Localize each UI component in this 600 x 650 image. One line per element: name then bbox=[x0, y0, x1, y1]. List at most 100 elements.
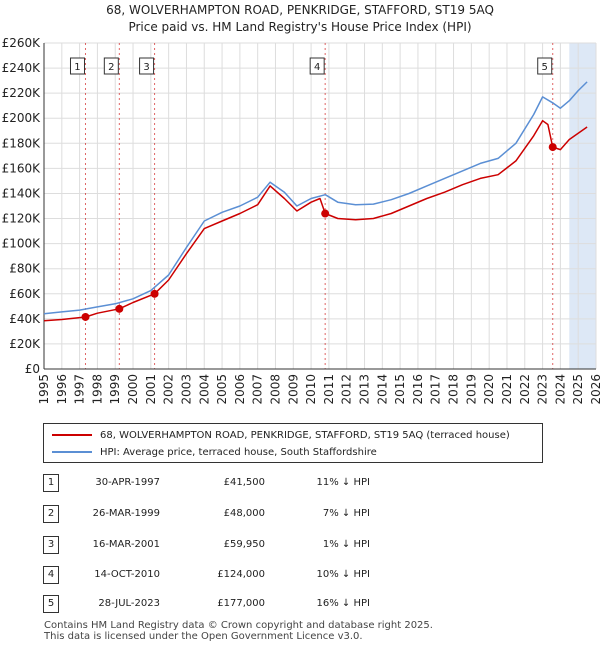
y-tick-label: £140K bbox=[2, 186, 42, 200]
y-tick-label: £120K bbox=[2, 212, 42, 226]
transaction-point bbox=[150, 289, 159, 298]
x-tick-label: 2015 bbox=[393, 374, 407, 405]
transaction-date: 16-MAR-2001 bbox=[92, 539, 160, 550]
transaction-hpi-diff: 16% ↓ HPI bbox=[316, 598, 370, 609]
x-tick-label: 1995 bbox=[37, 374, 51, 405]
x-tick-label: 2017 bbox=[429, 374, 443, 405]
x-tick-label: 2026 bbox=[589, 374, 600, 405]
transaction-label: 5 bbox=[542, 62, 548, 73]
table-row: 4 14-OCT-2010 £124,000 10% ↓ HPI bbox=[0, 565, 600, 585]
x-tick-label: 2007 bbox=[251, 374, 265, 405]
x-tick-label: 2021 bbox=[500, 374, 514, 405]
x-tick-label: 2012 bbox=[340, 374, 354, 405]
x-tick-label: 2008 bbox=[268, 374, 282, 405]
table-row: 3 16-MAR-2001 £59,950 1% ↓ HPI bbox=[0, 535, 600, 555]
x-tick-label: 2001 bbox=[144, 374, 158, 405]
y-tick-label: £200K bbox=[2, 111, 42, 125]
transaction-label: 2 bbox=[108, 62, 114, 73]
legend-item-property: 68, WOLVERHAMPTON ROAD, PENKRIDGE, STAFF… bbox=[44, 427, 510, 443]
price-chart: £0 £20K £40K £60K £80K £100K £120K £140K £160K £1… bbox=[2, 36, 600, 405]
x-tick-label: 2010 bbox=[304, 374, 318, 405]
y-tick-label: £240K bbox=[2, 61, 42, 75]
transaction-point bbox=[115, 304, 124, 313]
x-tick-label: 2011 bbox=[322, 374, 336, 405]
legend-item-hpi: HPI: Average price, terraced house, Sout… bbox=[44, 444, 377, 460]
legend-label-hpi: HPI: Average price, terraced house, Sout… bbox=[100, 446, 377, 458]
x-tick-label: 2002 bbox=[162, 374, 176, 405]
transaction-label-box bbox=[69, 57, 85, 75]
transaction-number: 4 bbox=[43, 566, 59, 584]
legend-swatch-property bbox=[52, 434, 92, 436]
transaction-date: 14-OCT-2010 bbox=[94, 569, 160, 580]
legend-swatch-hpi bbox=[52, 451, 92, 453]
transaction-date: 28-JUL-2023 bbox=[98, 598, 160, 609]
transaction-label-box bbox=[139, 57, 155, 75]
transaction-price: £177,000 bbox=[217, 598, 265, 609]
x-tick-label: 2024 bbox=[553, 374, 567, 405]
x-tick-label: 2014 bbox=[375, 374, 389, 405]
transaction-point bbox=[81, 312, 90, 321]
table-row: 2 26-MAR-1999 £48,000 7% ↓ HPI bbox=[0, 504, 600, 524]
page-title: 68, WOLVERHAMPTON ROAD, PENKRIDGE, STAFF… bbox=[106, 3, 494, 17]
y-tick-label: £100K bbox=[2, 237, 42, 251]
transaction-price: £41,500 bbox=[223, 477, 265, 488]
transaction-label: 4 bbox=[314, 62, 320, 73]
transaction-number: 2 bbox=[43, 505, 59, 523]
x-tick-label: 2025 bbox=[571, 374, 585, 405]
x-tick-label: 1997 bbox=[73, 374, 87, 405]
x-tick-label: 1996 bbox=[55, 374, 69, 405]
transaction-price: £48,000 bbox=[223, 508, 265, 519]
y-tick-label: £160K bbox=[2, 161, 42, 175]
footer-licence: This data is licensed under the Open Gov… bbox=[44, 631, 363, 642]
x-tick-label: 1998 bbox=[90, 374, 104, 405]
y-tick-label: £260K bbox=[2, 36, 42, 50]
x-tick-label: 2019 bbox=[464, 374, 478, 405]
x-tick-label: 2018 bbox=[447, 374, 461, 405]
transaction-number: 1 bbox=[43, 474, 59, 492]
transaction-point bbox=[548, 143, 557, 152]
y-tick-label: £60K bbox=[9, 287, 41, 301]
x-tick-label: 2022 bbox=[518, 374, 532, 405]
transaction-label-box bbox=[537, 57, 553, 75]
x-tick-label: 2023 bbox=[536, 374, 550, 405]
transaction-label: 1 bbox=[74, 62, 80, 73]
transaction-price: £59,950 bbox=[223, 539, 265, 550]
x-tick-label: 2006 bbox=[233, 374, 247, 405]
transaction-point bbox=[321, 209, 330, 218]
transaction-label-box bbox=[103, 57, 119, 75]
y-tick-label: £20K bbox=[9, 337, 41, 351]
transaction-number: 5 bbox=[43, 595, 59, 613]
footer-copyright: Contains HM Land Registry data © Crown c… bbox=[44, 620, 433, 631]
x-tick-label: 2020 bbox=[482, 374, 496, 405]
plot-area bbox=[44, 43, 596, 369]
table-row: 1 30-APR-1997 £41,500 11% ↓ HPI bbox=[0, 473, 600, 493]
x-tick-label: 2013 bbox=[358, 374, 372, 405]
transaction-hpi-diff: 1% ↓ HPI bbox=[322, 539, 370, 550]
transaction-label-box bbox=[309, 57, 325, 75]
y-tick-label: £180K bbox=[2, 136, 42, 150]
transaction-hpi-diff: 11% ↓ HPI bbox=[316, 477, 370, 488]
x-tick-label: 2016 bbox=[411, 374, 425, 405]
y-tick-label: £80K bbox=[9, 262, 41, 276]
legend: 68, WOLVERHAMPTON ROAD, PENKRIDGE, STAFF… bbox=[43, 423, 543, 463]
transaction-hpi-diff: 10% ↓ HPI bbox=[316, 569, 370, 580]
y-tick-label: £0 bbox=[25, 362, 40, 376]
transaction-date: 26-MAR-1999 bbox=[92, 508, 160, 519]
legend-label-property: 68, WOLVERHAMPTON ROAD, PENKRIDGE, STAFF… bbox=[100, 429, 510, 441]
transaction-hpi-diff: 7% ↓ HPI bbox=[322, 508, 370, 519]
x-tick-label: 1999 bbox=[108, 374, 122, 405]
transaction-price: £124,000 bbox=[217, 569, 265, 580]
y-tick-label: £220K bbox=[2, 86, 42, 100]
x-tick-label: 2003 bbox=[179, 374, 193, 405]
x-tick-label: 2005 bbox=[215, 374, 229, 405]
table-row: 5 28-JUL-2023 £177,000 16% ↓ HPI bbox=[0, 594, 600, 614]
x-tick-label: 2004 bbox=[197, 374, 211, 405]
x-tick-label: 2000 bbox=[126, 374, 140, 405]
transaction-label: 3 bbox=[143, 62, 149, 73]
transaction-date: 30-APR-1997 bbox=[95, 477, 160, 488]
page-subtitle: Price paid vs. HM Land Registry's House … bbox=[128, 20, 472, 34]
hpi-series-line bbox=[43, 81, 588, 315]
x-tick-label: 2009 bbox=[286, 374, 300, 405]
transaction-number: 3 bbox=[43, 536, 59, 554]
y-tick-label: £40K bbox=[9, 312, 41, 326]
